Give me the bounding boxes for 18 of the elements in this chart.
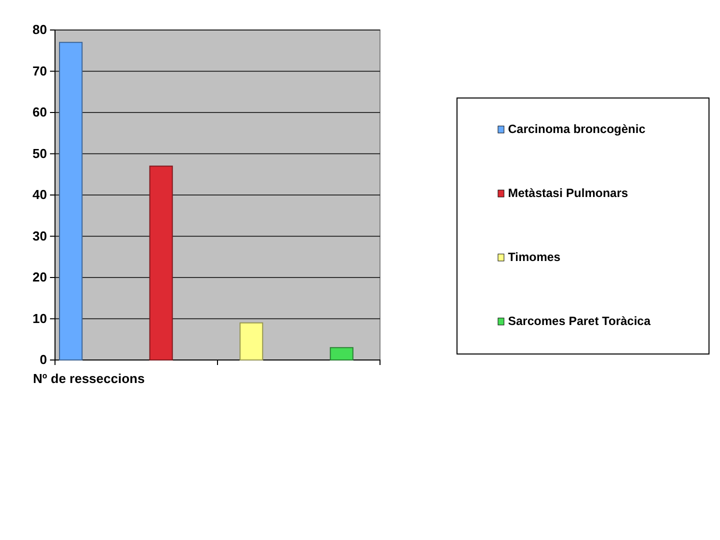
legend-label: Carcinoma broncogènic	[508, 122, 646, 136]
bar	[240, 322, 264, 360]
y-tick-label: 40	[32, 187, 47, 202]
y-tick-label: 10	[32, 310, 47, 326]
legend-label: Metàstasi Pulmonars	[508, 186, 628, 200]
bar	[149, 166, 173, 360]
y-tick-label: 0	[40, 352, 47, 368]
y-tick-label: 50	[32, 146, 47, 161]
bar	[59, 42, 83, 360]
bar	[330, 347, 354, 360]
y-tick-label: 70	[32, 63, 47, 78]
y-tick-label: 80	[32, 22, 47, 38]
x-axis-title: Nº de resseccions	[33, 371, 145, 386]
y-tick-label: 20	[32, 270, 47, 285]
y-tick-label: 60	[32, 104, 47, 120]
legend-label: Timomes	[508, 250, 561, 264]
y-tick-label: 30	[32, 228, 47, 244]
legend-label: Sarcomes Paret Toràcica	[508, 314, 651, 328]
